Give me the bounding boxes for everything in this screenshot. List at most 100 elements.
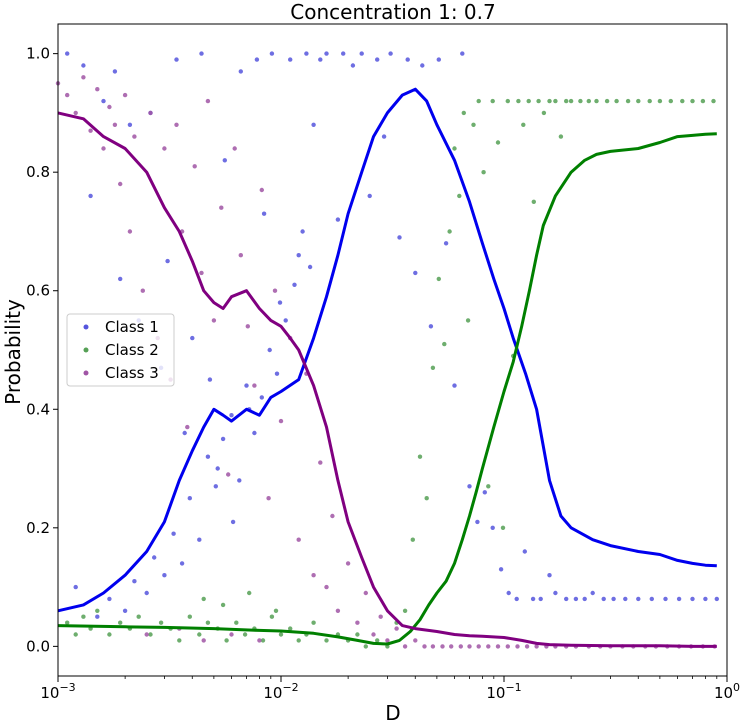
scatter-point xyxy=(296,638,301,643)
scatter-point xyxy=(341,51,346,56)
y-tick-label: 0.4 xyxy=(26,400,50,418)
scatter-point xyxy=(274,371,280,376)
x-tick-label: 100 xyxy=(714,681,740,702)
scatter-point xyxy=(144,590,149,596)
scatter-point xyxy=(430,644,436,649)
scatter-point xyxy=(311,573,316,578)
scatter-point xyxy=(158,620,164,625)
scatter-point xyxy=(296,537,301,542)
scatter-point xyxy=(185,424,190,430)
scatter-point xyxy=(526,98,531,104)
scatter-point xyxy=(564,596,569,602)
scatter-point xyxy=(304,51,309,56)
scatter-point xyxy=(367,193,372,199)
scatter-point xyxy=(465,318,471,323)
scatter-point xyxy=(601,596,606,602)
line-series-3 xyxy=(57,111,717,648)
scatter-point xyxy=(101,146,106,151)
scatter-point xyxy=(690,98,695,104)
scatter-point xyxy=(657,98,663,104)
scatter-point xyxy=(226,472,231,477)
scatter-point xyxy=(452,383,457,388)
scatter-point xyxy=(522,549,527,554)
scatter-point xyxy=(458,644,463,649)
scatter-point xyxy=(101,98,106,104)
scatter-point xyxy=(375,57,380,62)
scatter-point xyxy=(269,51,275,56)
x-tick-label: 10−1 xyxy=(486,681,521,702)
scatter-point xyxy=(244,383,249,388)
scatter-point xyxy=(714,596,719,602)
scatter-point xyxy=(171,531,176,536)
scatter-point xyxy=(538,596,543,602)
scatter-point xyxy=(443,241,449,246)
scatter-point xyxy=(132,579,137,584)
scatter-point xyxy=(413,270,418,276)
scatter-point xyxy=(237,478,242,483)
line-series-1 xyxy=(57,87,717,613)
scatter-point xyxy=(388,51,393,56)
scatter-point xyxy=(490,525,495,530)
scatter-point xyxy=(476,644,481,649)
scatter-point xyxy=(182,430,187,436)
scatter-point xyxy=(568,98,574,104)
scatter-point xyxy=(107,104,112,110)
scatter-point xyxy=(514,596,519,602)
scatter-point xyxy=(590,590,595,596)
scatter-point xyxy=(402,608,408,613)
scatter-point xyxy=(447,229,452,234)
scatter-point xyxy=(324,638,329,643)
scatter-point xyxy=(553,590,558,596)
scatter-point xyxy=(165,258,170,264)
scatter-point xyxy=(460,51,465,56)
scatter-point xyxy=(330,513,335,519)
scatter-point xyxy=(452,146,457,151)
scatter-point xyxy=(179,561,185,566)
scatter-point xyxy=(573,596,579,602)
scatter-point xyxy=(636,98,641,104)
scatter-point xyxy=(220,436,226,442)
x-axis-label: D xyxy=(385,701,400,723)
scatter-point xyxy=(553,98,558,104)
x-tick-label: 10−3 xyxy=(40,681,75,702)
scatter-point xyxy=(647,98,652,104)
scatter-point xyxy=(594,98,599,104)
scatter-point xyxy=(461,110,466,116)
scatter-point xyxy=(259,395,264,400)
scatter-point xyxy=(278,418,284,424)
scatter-point xyxy=(586,98,591,104)
scatter-point xyxy=(148,632,153,637)
scatter-point xyxy=(402,644,408,649)
scatter-point xyxy=(521,122,526,128)
scatter-point xyxy=(222,158,227,163)
scatter-point xyxy=(490,98,495,104)
legend-box xyxy=(66,313,175,387)
scatter-point xyxy=(495,140,501,145)
scatter-series-1 xyxy=(65,51,719,619)
scatter-point xyxy=(324,584,329,590)
scatter-point xyxy=(273,608,279,613)
scatter-point xyxy=(81,75,86,80)
scatter-point xyxy=(363,644,368,649)
scatter-point xyxy=(300,229,305,234)
scatter-point xyxy=(663,596,668,602)
scatter-point xyxy=(690,596,695,602)
scatter-point xyxy=(516,98,521,104)
scatter-point xyxy=(476,98,481,104)
scatter-point xyxy=(148,110,153,116)
scatter-point xyxy=(359,51,364,56)
scatter-point xyxy=(578,98,583,104)
scatter-point xyxy=(65,92,70,98)
scatter-point xyxy=(73,632,78,637)
scatter-point xyxy=(122,92,128,98)
scatter-point xyxy=(266,496,271,501)
scatter-point xyxy=(475,519,480,525)
scatter-point xyxy=(307,264,313,270)
scatter-point xyxy=(531,199,536,204)
scatter-point xyxy=(515,644,520,649)
scatter-point xyxy=(230,519,236,525)
scatter-point xyxy=(229,413,234,418)
scatter-point xyxy=(457,193,462,199)
scatter-point xyxy=(132,134,137,139)
scatter-point xyxy=(440,644,445,649)
